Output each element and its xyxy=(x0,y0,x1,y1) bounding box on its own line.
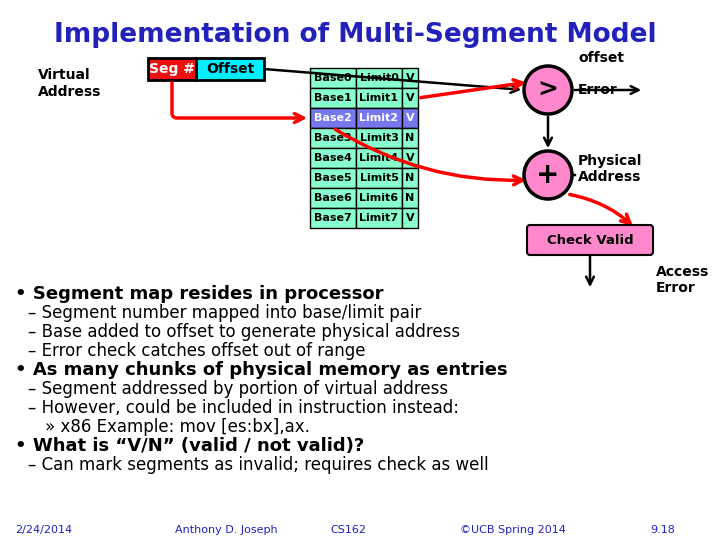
Text: V: V xyxy=(405,93,414,103)
Text: >: > xyxy=(538,78,559,102)
FancyBboxPatch shape xyxy=(402,148,418,168)
FancyBboxPatch shape xyxy=(310,148,356,168)
Text: Base6: Base6 xyxy=(314,193,352,203)
Circle shape xyxy=(524,66,572,114)
Text: Virtual
Address: Virtual Address xyxy=(38,68,102,99)
Text: Physical
Address: Physical Address xyxy=(578,154,642,184)
FancyBboxPatch shape xyxy=(356,128,402,148)
FancyBboxPatch shape xyxy=(527,225,653,255)
FancyBboxPatch shape xyxy=(356,88,402,108)
Text: N: N xyxy=(405,193,415,203)
Text: N: N xyxy=(405,133,415,143)
FancyBboxPatch shape xyxy=(356,108,402,128)
Text: Limit7: Limit7 xyxy=(359,213,398,223)
Text: Anthony D. Joseph: Anthony D. Joseph xyxy=(175,525,278,535)
Text: – Error check catches offset out of range: – Error check catches offset out of rang… xyxy=(28,342,366,360)
Text: ©UCB Spring 2014: ©UCB Spring 2014 xyxy=(460,525,566,535)
FancyBboxPatch shape xyxy=(310,128,356,148)
FancyBboxPatch shape xyxy=(310,208,356,228)
Text: – Can mark segments as invalid; requires check as well: – Can mark segments as invalid; requires… xyxy=(28,456,489,474)
Text: Limit6: Limit6 xyxy=(359,193,399,203)
Text: – Base added to offset to generate physical address: – Base added to offset to generate physi… xyxy=(28,323,460,341)
Text: 2/24/2014: 2/24/2014 xyxy=(15,525,72,535)
Text: Limit5: Limit5 xyxy=(359,173,398,183)
Text: Implementation of Multi-Segment Model: Implementation of Multi-Segment Model xyxy=(54,22,657,48)
FancyBboxPatch shape xyxy=(402,208,418,228)
FancyBboxPatch shape xyxy=(356,208,402,228)
FancyBboxPatch shape xyxy=(356,148,402,168)
Text: N: N xyxy=(405,173,415,183)
FancyBboxPatch shape xyxy=(356,168,402,188)
FancyBboxPatch shape xyxy=(310,88,356,108)
Text: » x86 Example: mov [es:bx],ax.: » x86 Example: mov [es:bx],ax. xyxy=(45,418,310,436)
FancyBboxPatch shape xyxy=(310,68,356,88)
Text: • As many chunks of physical memory as entries: • As many chunks of physical memory as e… xyxy=(15,361,508,379)
Circle shape xyxy=(524,151,572,199)
FancyBboxPatch shape xyxy=(402,108,418,128)
FancyBboxPatch shape xyxy=(148,58,196,80)
FancyBboxPatch shape xyxy=(402,88,418,108)
Text: Check Valid: Check Valid xyxy=(546,233,634,246)
Text: Seg #: Seg # xyxy=(149,62,195,76)
Text: Base0: Base0 xyxy=(314,73,352,83)
FancyBboxPatch shape xyxy=(310,168,356,188)
Text: – Segment number mapped into base/limit pair: – Segment number mapped into base/limit … xyxy=(28,304,421,322)
FancyBboxPatch shape xyxy=(402,128,418,148)
FancyBboxPatch shape xyxy=(402,68,418,88)
FancyBboxPatch shape xyxy=(402,188,418,208)
Text: – However, could be included in instruction instead:: – However, could be included in instruct… xyxy=(28,399,459,417)
Text: 9.18: 9.18 xyxy=(650,525,675,535)
Text: +: + xyxy=(536,161,559,189)
Text: Base5: Base5 xyxy=(314,173,352,183)
Text: • What is “V/N” (valid / not valid)?: • What is “V/N” (valid / not valid)? xyxy=(15,437,364,455)
FancyBboxPatch shape xyxy=(402,168,418,188)
Text: Base4: Base4 xyxy=(314,153,352,163)
Text: Limit0: Limit0 xyxy=(359,73,398,83)
Text: – Segment addressed by portion of virtual address: – Segment addressed by portion of virtua… xyxy=(28,380,448,398)
FancyBboxPatch shape xyxy=(356,188,402,208)
FancyBboxPatch shape xyxy=(310,108,356,128)
Text: Base3: Base3 xyxy=(314,133,352,143)
Text: Limit2: Limit2 xyxy=(359,113,398,123)
FancyBboxPatch shape xyxy=(356,68,402,88)
Text: V: V xyxy=(405,73,414,83)
Text: CS162: CS162 xyxy=(330,525,366,535)
Text: Offset: Offset xyxy=(206,62,254,76)
FancyBboxPatch shape xyxy=(310,188,356,208)
Text: Access
Error: Access Error xyxy=(656,265,709,295)
Text: • Segment map resides in processor: • Segment map resides in processor xyxy=(15,285,384,303)
Text: Base1: Base1 xyxy=(314,93,352,103)
Text: V: V xyxy=(405,213,414,223)
Text: Limit3: Limit3 xyxy=(359,133,398,143)
FancyBboxPatch shape xyxy=(196,58,264,80)
Text: Base2: Base2 xyxy=(314,113,352,123)
Text: Base7: Base7 xyxy=(314,213,352,223)
Text: Limit1: Limit1 xyxy=(359,93,398,103)
Text: Limit4: Limit4 xyxy=(359,153,399,163)
Text: V: V xyxy=(405,153,414,163)
Text: V: V xyxy=(405,113,414,123)
Text: Error: Error xyxy=(578,83,618,97)
Text: offset: offset xyxy=(578,51,624,65)
